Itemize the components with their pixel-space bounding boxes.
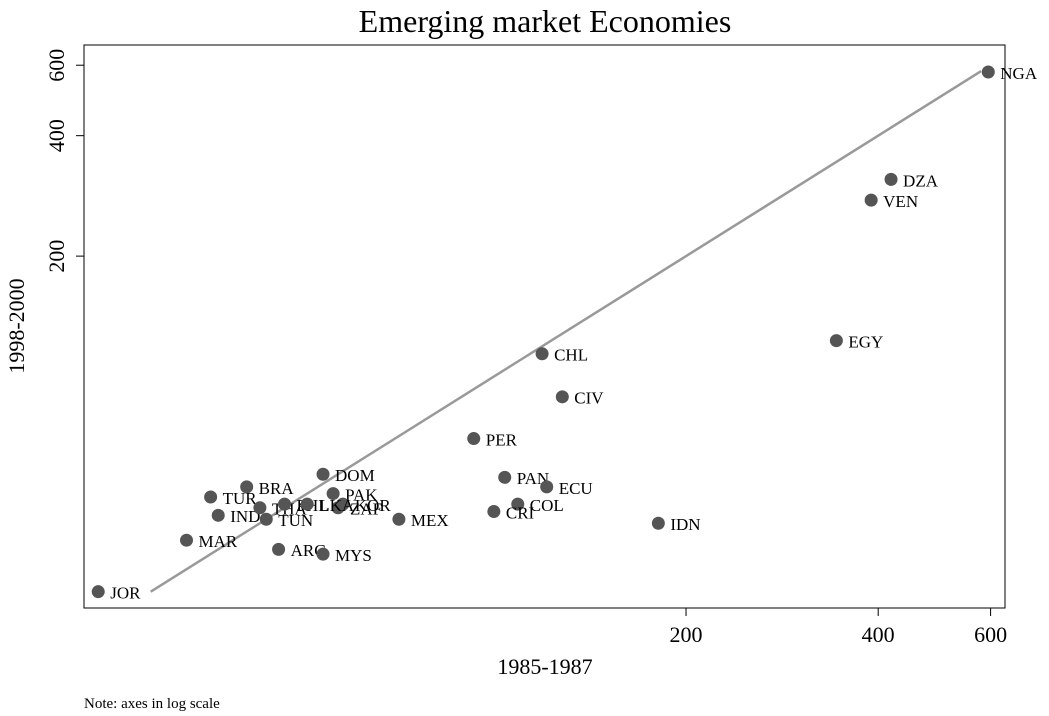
point-label: MYS: [335, 546, 372, 565]
point: [180, 533, 194, 547]
point: [259, 512, 273, 526]
point: [392, 512, 406, 526]
point-label: LKA: [319, 496, 355, 515]
point: [540, 480, 554, 494]
point: [316, 547, 330, 561]
point: [555, 390, 569, 404]
x-axis-label: 1985-1987: [497, 654, 592, 679]
point-label: TUR: [223, 489, 258, 508]
point: [204, 490, 218, 504]
point: [864, 193, 878, 207]
point: [253, 501, 267, 515]
point-label: PAN: [517, 469, 549, 488]
x-tick-label: 600: [974, 622, 1007, 647]
point: [467, 432, 481, 446]
x-tick-label: 400: [862, 622, 895, 647]
point: [511, 497, 525, 511]
point: [272, 542, 286, 556]
point: [91, 585, 105, 599]
point: [300, 497, 314, 511]
point: [211, 508, 225, 522]
point-label: CIV: [574, 389, 604, 408]
point-label: COL: [530, 496, 564, 515]
point-label: EGY: [848, 333, 883, 352]
point: [326, 487, 340, 501]
y-tick-label: 600: [44, 49, 69, 82]
point: [884, 172, 898, 186]
y-axis-label: 1998-2000: [4, 278, 29, 373]
point-label: IDN: [670, 515, 700, 534]
point: [240, 480, 254, 494]
x-tick-label: 200: [670, 622, 703, 647]
point: [336, 497, 350, 511]
point-label: KOR: [355, 496, 392, 515]
point-label: CHL: [554, 346, 588, 365]
point-label: NGA: [1000, 64, 1038, 83]
point-label: DZA: [903, 171, 939, 190]
note: Note: axes in log scale: [84, 696, 220, 712]
point-label: JOR: [110, 584, 141, 603]
point-label: BRA: [259, 479, 295, 498]
y-tick-label: 200: [44, 240, 69, 273]
point-label: DOM: [335, 466, 375, 485]
plot-frame: [83, 44, 1006, 609]
point: [316, 467, 330, 481]
point: [487, 505, 501, 519]
point-label: IND: [230, 507, 260, 526]
point-label: VEN: [883, 192, 918, 211]
chart-title: Emerging market Economies: [359, 3, 732, 39]
point: [651, 516, 665, 530]
point: [981, 65, 995, 79]
point-label: MEX: [411, 511, 449, 530]
point-label: MAR: [199, 532, 238, 551]
point-label: PAK: [345, 485, 378, 504]
point-label: TUN: [278, 511, 313, 530]
point: [498, 470, 512, 484]
y-tick-label: 400: [44, 119, 69, 152]
point-label: PER: [486, 430, 518, 449]
point: [535, 347, 549, 361]
point: [829, 334, 843, 348]
point-label: ZAF: [350, 500, 382, 519]
point-label: CRI: [506, 503, 535, 522]
point-label: ECU: [559, 479, 593, 498]
point: [278, 497, 292, 511]
